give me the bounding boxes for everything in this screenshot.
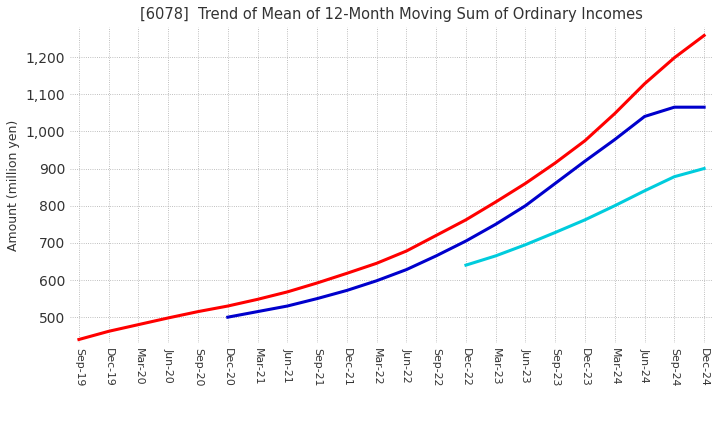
Title: [6078]  Trend of Mean of 12-Month Moving Sum of Ordinary Incomes: [6078] Trend of Mean of 12-Month Moving … <box>140 7 643 22</box>
3 Years <box>253 297 262 302</box>
3 Years <box>164 315 173 321</box>
5 Years <box>312 296 321 301</box>
3 Years <box>223 304 232 309</box>
3 Years <box>492 199 500 205</box>
7 Years <box>670 174 679 180</box>
3 Years <box>104 329 113 334</box>
3 Years <box>134 322 143 327</box>
Line: 3 Years: 3 Years <box>79 36 704 340</box>
3 Years <box>521 181 530 186</box>
3 Years <box>611 111 619 116</box>
3 Years <box>402 249 410 254</box>
5 Years <box>670 105 679 110</box>
3 Years <box>670 55 679 60</box>
5 Years <box>223 315 232 320</box>
3 Years <box>343 271 351 276</box>
7 Years <box>611 203 619 208</box>
5 Years <box>432 253 441 258</box>
5 Years <box>700 105 708 110</box>
Y-axis label: Amount (million yen): Amount (million yen) <box>7 120 20 251</box>
3 Years <box>581 138 590 143</box>
3 Years <box>640 81 649 86</box>
5 Years <box>253 309 262 314</box>
Line: 7 Years: 7 Years <box>466 169 704 265</box>
3 Years <box>194 309 202 314</box>
3 Years <box>75 337 84 342</box>
5 Years <box>462 238 470 244</box>
7 Years <box>462 263 470 268</box>
7 Years <box>492 253 500 258</box>
7 Years <box>640 188 649 194</box>
5 Years <box>343 288 351 293</box>
3 Years <box>432 233 441 238</box>
5 Years <box>551 181 559 186</box>
7 Years <box>551 230 559 235</box>
3 Years <box>462 217 470 223</box>
5 Years <box>402 267 410 272</box>
3 Years <box>312 280 321 286</box>
5 Years <box>372 278 381 283</box>
7 Years <box>581 217 590 223</box>
3 Years <box>283 289 292 294</box>
7 Years <box>700 166 708 171</box>
5 Years <box>283 304 292 309</box>
5 Years <box>611 137 619 142</box>
3 Years <box>700 33 708 38</box>
5 Years <box>492 222 500 227</box>
5 Years <box>521 203 530 208</box>
Legend: 3 Years, 5 Years, 7 Years, 10 Years: 3 Years, 5 Years, 7 Years, 10 Years <box>181 434 601 440</box>
5 Years <box>581 158 590 164</box>
3 Years <box>372 260 381 266</box>
7 Years <box>521 242 530 247</box>
5 Years <box>640 114 649 119</box>
3 Years <box>551 160 559 165</box>
Line: 5 Years: 5 Years <box>228 107 704 317</box>
